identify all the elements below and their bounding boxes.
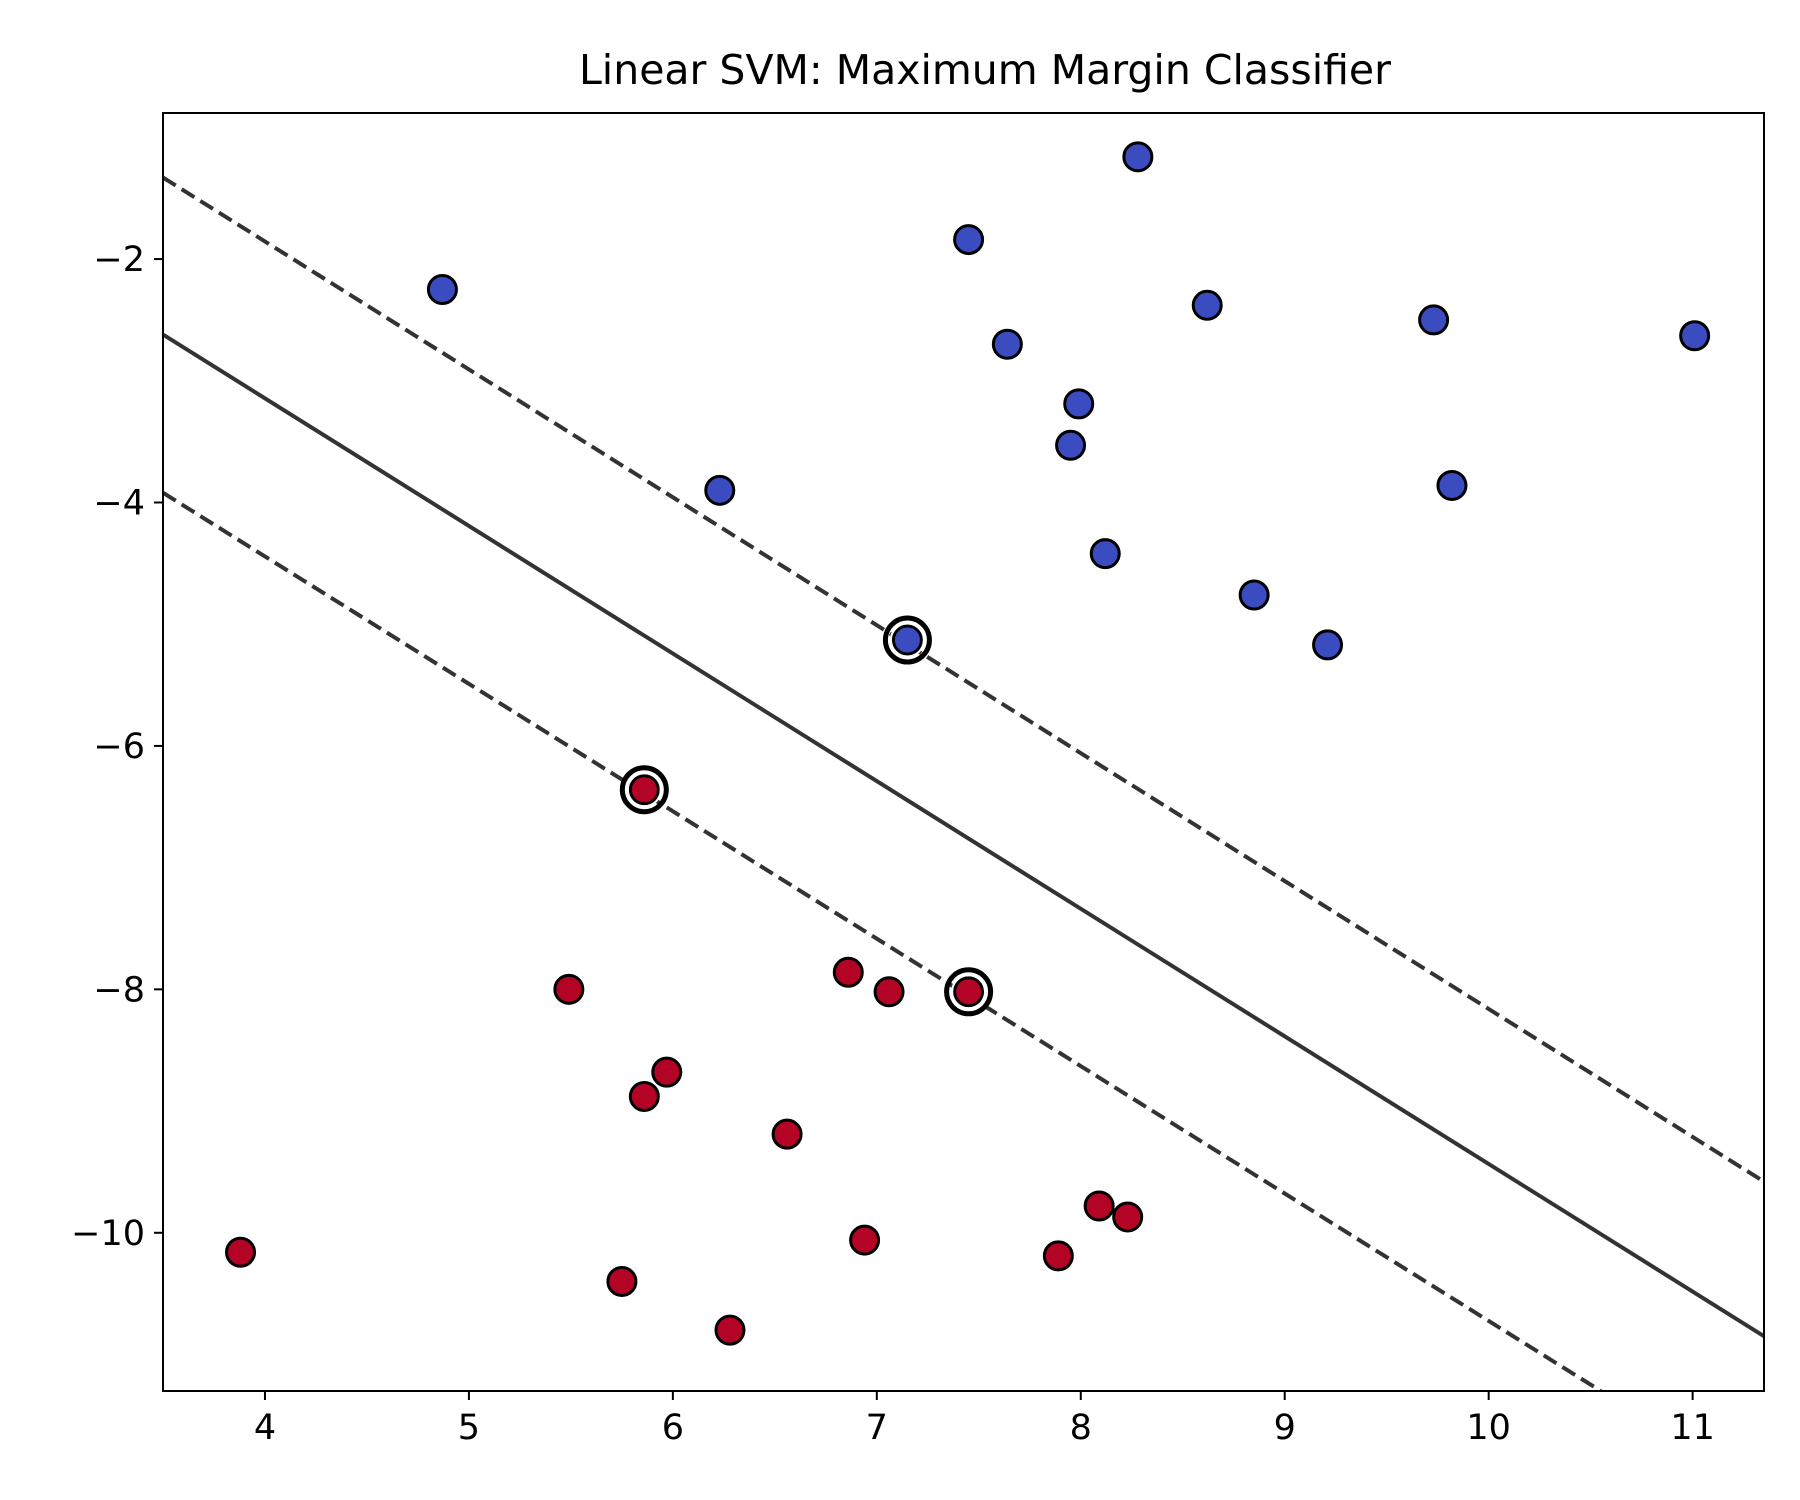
support-vector-inner-ring-1 <box>626 772 662 808</box>
data-point-class1-10 <box>849 1224 881 1256</box>
data-point-class0-0 <box>1122 141 1154 173</box>
data-point-class0-2 <box>426 273 458 305</box>
data-point-class0-10 <box>1436 469 1468 501</box>
decision-boundary-line <box>163 332 1764 1338</box>
data-point-class0-5 <box>1679 320 1711 352</box>
data-point-class1-5 <box>651 1056 683 1088</box>
data-point-class1-4 <box>873 976 905 1008</box>
x-tick-label-10: 10 <box>1466 1408 1511 1448</box>
data-point-class0-12 <box>1238 579 1270 611</box>
x-tick-label-9: 9 <box>1274 1408 1296 1448</box>
data-point-class1-3 <box>832 956 864 988</box>
margin-line-2 <box>163 491 1602 1391</box>
data-point-class1-12 <box>1042 1240 1074 1272</box>
data-point-class1-7 <box>771 1118 803 1150</box>
y-axis: −2 −4 −6 −8 −10 <box>71 240 163 1254</box>
support-vector-ring-1 <box>619 765 669 815</box>
data-point-class1-9 <box>1112 1201 1144 1233</box>
x-tick-label-7: 7 <box>866 1408 888 1448</box>
data-point-class1-1 <box>953 976 985 1008</box>
y-tick-label--2: −2 <box>93 240 145 280</box>
data-point-class0-11 <box>1089 538 1121 570</box>
data-point-class0-3 <box>1191 289 1223 321</box>
data-point-class0-9 <box>704 474 736 506</box>
data-point-class0-7 <box>1063 388 1095 420</box>
data-point-class0-8 <box>1055 429 1087 461</box>
chart-title: Linear SVM: Maximum Margin Classifier <box>579 46 1391 94</box>
support-vectors-layer <box>619 615 994 1017</box>
data-point-class1-14 <box>714 1314 746 1346</box>
points-layer <box>225 141 1711 1346</box>
data-point-class1-8 <box>1083 1190 1115 1222</box>
margin-line-1 <box>163 175 1764 1184</box>
data-point-class1-6 <box>628 1080 660 1112</box>
lines-layer <box>163 175 1764 1391</box>
support-vector-ring-0 <box>882 615 932 665</box>
data-point-class1-13 <box>606 1265 638 1297</box>
x-axis: 4 5 6 7 8 9 10 11 <box>254 1391 1715 1448</box>
y-tick-label--10: −10 <box>71 1214 145 1254</box>
support-vector-ring-2 <box>944 967 994 1017</box>
support-vector-inner-ring-0 <box>889 622 925 658</box>
data-point-class0-14 <box>891 624 923 656</box>
data-point-class1-0 <box>628 774 660 806</box>
x-tick-label-11: 11 <box>1670 1408 1715 1448</box>
data-point-class0-1 <box>953 224 985 256</box>
data-point-class1-11 <box>225 1236 257 1268</box>
data-point-class0-6 <box>991 328 1023 360</box>
y-tick-label--6: −6 <box>93 727 145 767</box>
x-tick-label-5: 5 <box>458 1408 480 1448</box>
support-vector-inner-ring-2 <box>951 974 987 1010</box>
data-point-class0-13 <box>1312 629 1344 661</box>
x-tick-label-8: 8 <box>1070 1408 1092 1448</box>
y-tick-label--4: −4 <box>93 483 145 523</box>
x-tick-label-6: 6 <box>662 1408 684 1448</box>
y-tick-label--8: −8 <box>93 970 145 1010</box>
data-point-class1-2 <box>553 973 585 1005</box>
x-tick-label-4: 4 <box>254 1408 276 1448</box>
plot-frame <box>162 112 1765 1392</box>
data-point-class0-4 <box>1418 304 1450 336</box>
